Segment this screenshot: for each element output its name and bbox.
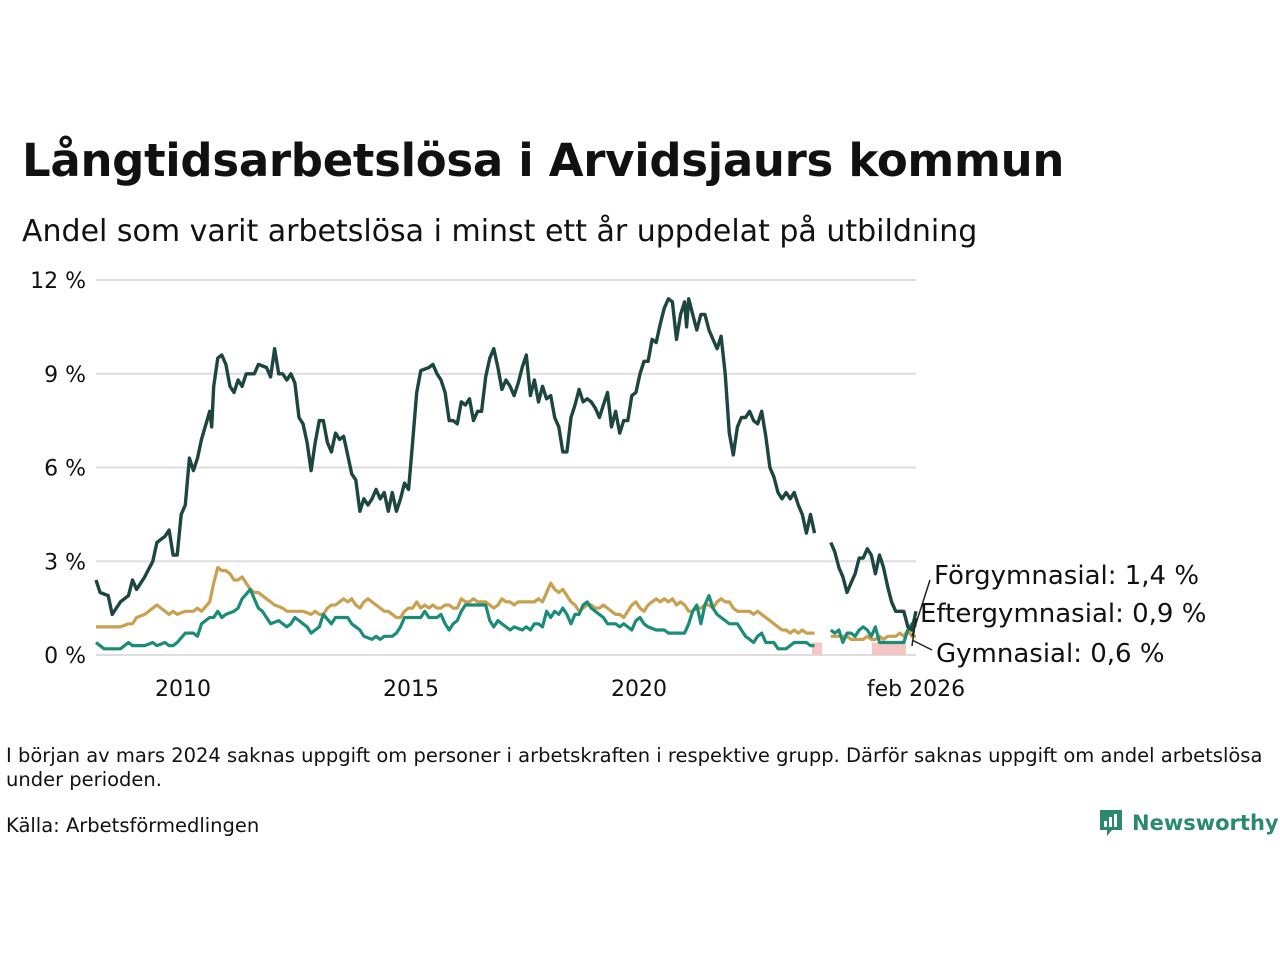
y-grid <box>96 279 916 656</box>
y-tick-label: 12 % <box>30 269 86 294</box>
footnote: I början av mars 2024 saknas uppgift om … <box>6 744 1263 791</box>
x-axis: 2010 2015 2020 feb 2026 <box>155 677 965 702</box>
chart-title: Långtidsarbetslösa i Arvidsjaurs kommun <box>22 134 1065 187</box>
source-text: Källa: Arbetsförmedlingen <box>6 814 260 837</box>
series-line-förgymnasial <box>94 297 918 632</box>
series-lines <box>94 297 918 651</box>
x-tick-label: 2015 <box>383 677 439 702</box>
y-axis: 0 % 3 % 6 % 9 % 12 % <box>30 269 86 669</box>
label-leader <box>911 639 933 651</box>
y-tick-label: 9 % <box>44 363 86 388</box>
x-tick-label: 2020 <box>611 677 667 702</box>
series-end-label: Gymnasial: 0,6 % <box>936 639 1165 669</box>
series-line-eftergymnasial <box>95 587 917 651</box>
series-end-label: Förgymnasial: 1,4 % <box>934 561 1199 591</box>
missing-band <box>872 642 906 655</box>
y-tick-label: 6 % <box>44 457 86 482</box>
label-leader <box>911 617 917 647</box>
brand-name: Newsworthy <box>1132 811 1279 835</box>
newsworthy-logo: Newsworthy <box>1098 808 1279 838</box>
x-tick-label: feb 2026 <box>867 677 965 702</box>
x-tick-label: 2010 <box>155 677 211 702</box>
y-tick-label: 3 % <box>44 550 86 575</box>
series-end-label: Eftergymnasial: 0,9 % <box>920 599 1206 629</box>
chart-subtitle: Andel som varit arbetslösa i minst ett å… <box>22 214 978 249</box>
missing-band <box>812 642 822 655</box>
missing-data-region <box>812 642 906 655</box>
y-tick-label: 0 % <box>44 644 86 669</box>
newsworthy-icon <box>1100 810 1122 836</box>
series-labels: Förgymnasial: 1,4 % Eftergymnasial: 0,9 %… <box>911 561 1206 669</box>
